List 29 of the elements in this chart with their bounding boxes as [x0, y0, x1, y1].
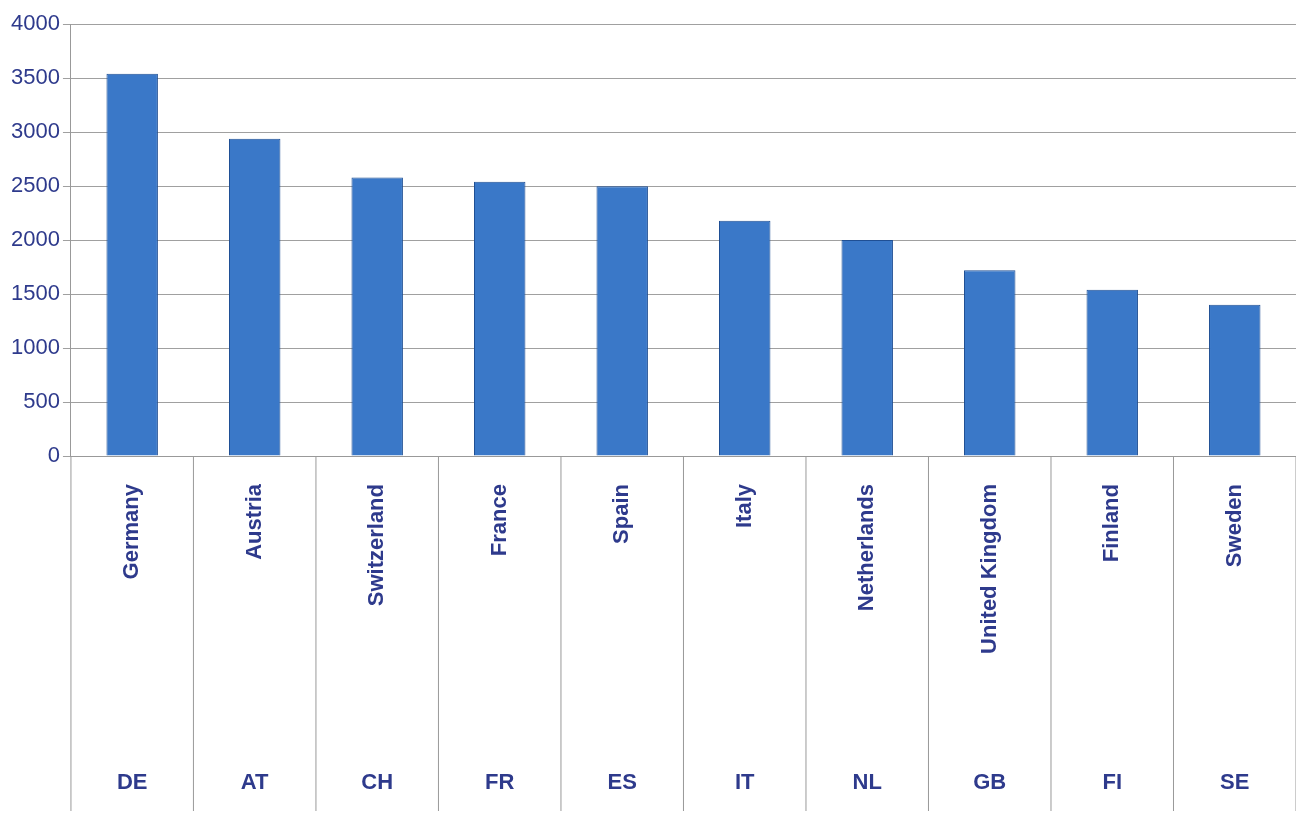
x-tick-label: Germany [118, 483, 144, 580]
x-tick-label: Finland [1098, 484, 1124, 563]
text: DE [116, 769, 148, 795]
x-tick-label: Italy [730, 483, 756, 529]
y-tick-label: 4000 [10, 10, 60, 36]
text: IT [734, 769, 756, 795]
text: FI [1102, 769, 1123, 795]
text: NL [852, 769, 882, 795]
y-tick-label: 1000 [10, 334, 60, 360]
text: GB [973, 769, 1007, 795]
text: FR [485, 769, 515, 795]
x-tick-label: France [485, 484, 511, 557]
x-tick-label: Austria [240, 483, 266, 560]
y-tick-label: 0 [47, 442, 60, 468]
y-tick-label: 500 [23, 388, 60, 414]
text: ES [607, 769, 637, 795]
x-tick-label: Netherlands [853, 484, 879, 612]
y-tick-label: 2000 [10, 226, 60, 252]
x-tick-label: United Kingdom [975, 484, 1001, 654]
text: SE [1220, 769, 1250, 795]
y-tick-label: 3000 [10, 118, 60, 144]
y-tick-label: 3500 [10, 64, 60, 90]
x-tick-label: Spain [608, 484, 634, 544]
text: CH [361, 769, 394, 795]
x-tick-label: Switzerland [363, 484, 389, 607]
x-tick-label: Sweden [1220, 484, 1246, 568]
y-tick-label: 2500 [10, 172, 60, 198]
y-tick-label: 1500 [10, 280, 60, 306]
text: AT [240, 769, 270, 795]
